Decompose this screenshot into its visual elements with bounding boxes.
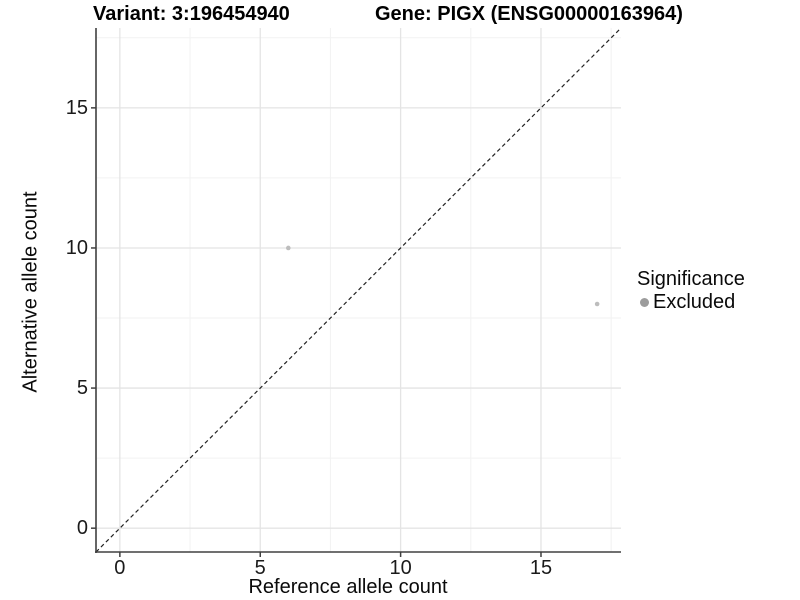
legend-item-excluded: Excluded bbox=[637, 291, 745, 313]
x-tick-label: 15 bbox=[529, 557, 553, 579]
legend-title: Significance bbox=[637, 268, 745, 290]
data-point bbox=[286, 245, 291, 251]
y-tick-label: 10 bbox=[65, 236, 88, 259]
y-axis-title: Alternative allele count bbox=[19, 191, 42, 393]
identity-line bbox=[95, 27, 622, 553]
plot-title-variant: Variant: 3:196454940 bbox=[93, 3, 290, 25]
data-point bbox=[594, 301, 600, 307]
plot-title-gene: Gene: PIGX (ENSG00000163964) bbox=[375, 3, 683, 25]
y-tick-label: 5 bbox=[76, 377, 88, 400]
legend-key-dot-icon bbox=[640, 297, 649, 307]
legend-item-label: Excluded bbox=[653, 291, 736, 313]
x-axis-title: Reference allele count bbox=[248, 576, 448, 598]
y-tick-label: 15 bbox=[65, 96, 88, 119]
x-tick-label: 10 bbox=[389, 557, 412, 579]
y-tick-label: 0 bbox=[76, 517, 88, 540]
legend: Significance Excluded bbox=[637, 268, 745, 313]
x-tick-label: 0 bbox=[114, 557, 126, 579]
x-tick-label: 5 bbox=[254, 557, 266, 579]
